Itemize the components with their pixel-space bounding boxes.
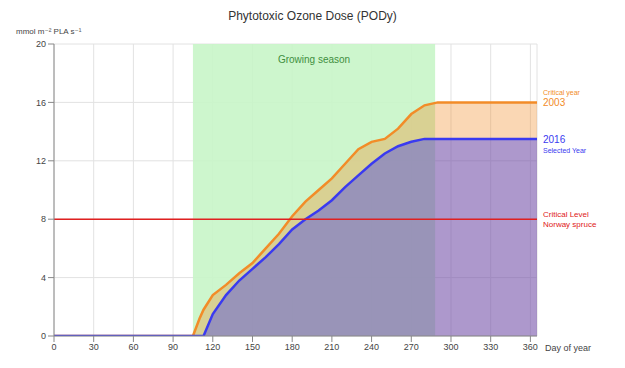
svg-text:360: 360 [523,342,538,352]
svg-text:300: 300 [443,342,458,352]
svg-text:Growing season: Growing season [278,54,350,65]
svg-text:Selected Year: Selected Year [543,147,587,154]
svg-text:16: 16 [36,98,46,108]
svg-text:2003: 2003 [543,97,566,108]
svg-text:270: 270 [404,342,419,352]
svg-text:8: 8 [41,214,46,224]
svg-text:20: 20 [36,39,46,49]
svg-text:150: 150 [245,342,260,352]
svg-text:210: 210 [324,342,339,352]
svg-text:0: 0 [41,331,46,341]
svg-text:120: 120 [205,342,220,352]
svg-text:60: 60 [128,342,138,352]
html-text:Phytotoxic Ozone Dose (PODy): Phytotoxic Ozone Dose (PODy) [228,9,397,23]
svg-text:Critical year: Critical year [543,89,581,97]
svg-text:0: 0 [51,342,56,352]
svg-text:Day of year: Day of year [545,343,591,353]
svg-text:2016: 2016 [543,134,566,145]
svg-text:30: 30 [89,342,99,352]
svg-text:330: 330 [483,342,498,352]
svg-text:12: 12 [36,156,46,166]
svg-text:mmol m⁻² PLA s⁻¹: mmol m⁻² PLA s⁻¹ [16,27,82,36]
svg-text:240: 240 [364,342,379,352]
svg-text:Critical LevelNorway spruce: Critical LevelNorway spruce [543,210,597,229]
svg-text:180: 180 [285,342,300,352]
svg-text:90: 90 [168,342,178,352]
svg-text:4: 4 [41,273,46,283]
